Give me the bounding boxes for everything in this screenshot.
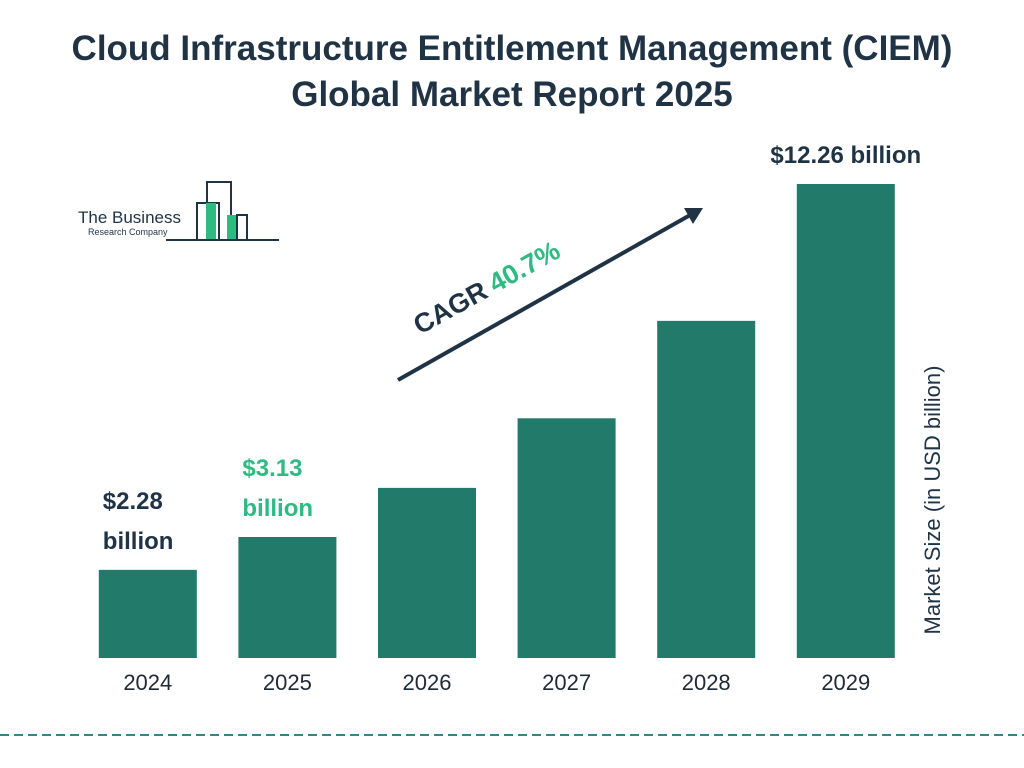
logo-shape [206,203,216,240]
value-label: $2.28 billion [102,487,174,555]
bar [796,184,895,658]
x-tick-label: 2026 [403,670,452,695]
cagr-arrow [397,212,693,382]
x-tick-label: 2028 [682,670,731,695]
bar [98,569,197,658]
cagr-value: 40.7% [484,235,566,298]
logo-text: The Business [78,208,181,227]
x-tick-label: 2029 [821,670,870,695]
bar [378,487,476,658]
logo: The Business Research Company [78,181,279,241]
logo-text: Research Company [88,227,168,237]
cagr-label: CAGR [408,275,492,340]
logo-shape [227,215,237,240]
logo-shape [236,214,248,240]
chart-title: Cloud Infrastructure Entitlement Managem… [71,29,953,114]
value-label: $3.13 billion [242,454,314,522]
y-axis-label: Market Size (in USD billion) [920,366,945,635]
value-label: $12.26 billion [770,142,922,169]
x-tick-label: 2024 [123,670,172,695]
x-tick-label: 2025 [263,670,312,695]
bar [238,536,337,658]
x-tick-label: 2027 [542,670,591,695]
bar [657,320,756,658]
bar [517,418,616,658]
cagr-arrowhead [684,208,703,224]
cagr-annotation: CAGR 40.7% [408,235,565,340]
